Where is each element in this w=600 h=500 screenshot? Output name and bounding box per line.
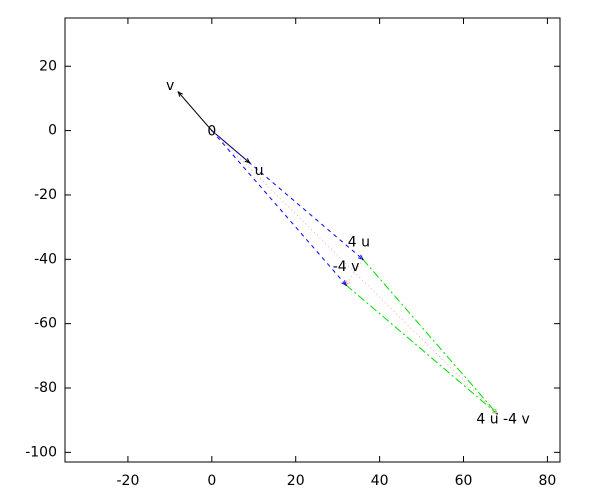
- arrow-head: [492, 408, 498, 415]
- segment: [177, 91, 213, 131]
- y-tick-label: 0: [48, 123, 57, 139]
- x-tick-label: -20: [116, 473, 139, 489]
- y-tick-label: -60: [34, 316, 57, 332]
- point: [211, 129, 213, 132]
- y-tick-label: -80: [34, 380, 57, 396]
- x-tick-label: 80: [539, 473, 557, 489]
- point: [345, 284, 347, 286]
- point-label: 4 u -4 v: [476, 412, 529, 428]
- x-tick-label: 40: [371, 473, 389, 489]
- point-label: 4 u: [348, 234, 370, 250]
- segment: [345, 284, 498, 415]
- y-tick-label: -40: [34, 251, 57, 267]
- arrow-head: [345, 280, 351, 286]
- x-tick-label: 60: [455, 473, 473, 489]
- arrow-head: [177, 91, 183, 97]
- point-label: v: [166, 78, 174, 94]
- segment: [211, 130, 347, 286]
- plot-frame: [64, 17, 561, 463]
- point-label: u: [255, 163, 264, 179]
- point-label: 0: [207, 124, 216, 140]
- y-tick-label: -100: [25, 444, 57, 460]
- x-tick-label: 0: [207, 473, 216, 489]
- segment: [362, 258, 498, 415]
- segment: [211, 130, 498, 415]
- y-tick-label: 20: [39, 58, 57, 74]
- point: [248, 161, 251, 164]
- point-label: -4 v: [333, 259, 360, 275]
- y-tick-label: -20: [34, 187, 57, 203]
- arrow-head: [357, 254, 364, 260]
- segment: [211, 130, 364, 260]
- x-tick-label: 20: [287, 473, 305, 489]
- point: [177, 91, 180, 93]
- point: [496, 412, 498, 415]
- point: [362, 258, 364, 261]
